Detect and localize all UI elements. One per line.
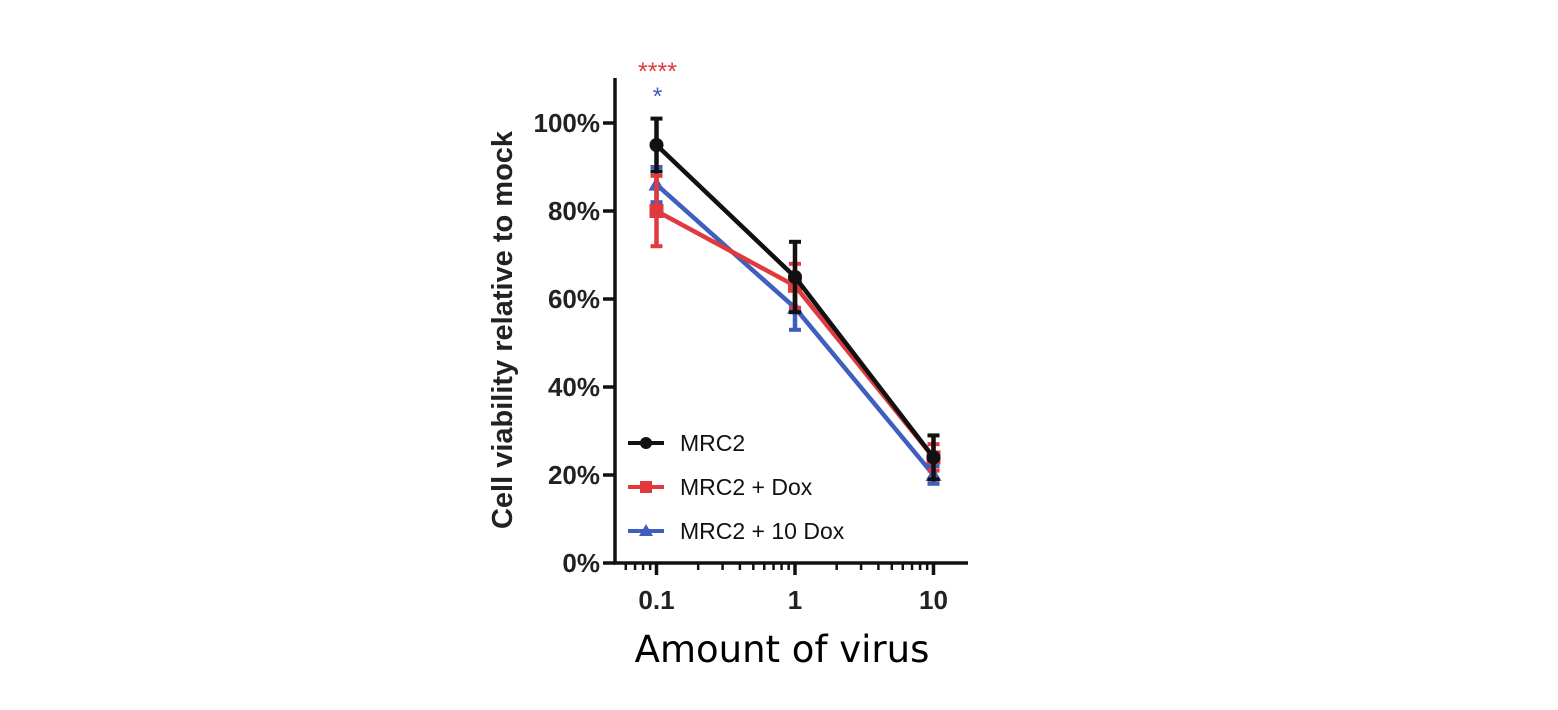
y-tick-label: 0% (562, 548, 600, 578)
y-tick-label: 80% (548, 196, 600, 226)
legend-marker-circle (640, 437, 652, 449)
legend-marker-triangle (639, 524, 653, 536)
y-tick-label: 20% (548, 460, 600, 490)
data-point (788, 270, 802, 284)
x-tick-label: 10 (919, 585, 948, 615)
data-point (926, 450, 941, 465)
significance-annotation: * (653, 83, 663, 111)
y-ticks: 0% 20% 40% 60% 80% 100% (534, 108, 615, 578)
data-point (649, 138, 664, 152)
legend-label: MRC2 (680, 430, 745, 456)
legend-entry-mrc2: MRC2 (628, 430, 745, 456)
legend-marker-square (640, 481, 652, 493)
x-tick-label: 0.1 (638, 585, 674, 615)
y-tick-label: 60% (548, 284, 600, 314)
significance-annotation: **** (638, 58, 677, 86)
x-tick-label: 1 (788, 585, 802, 615)
annotation-layer: ***** (638, 58, 677, 111)
legend-entry-mrc2-10-dox: MRC2 + 10 Dox (628, 518, 845, 544)
axes: 0% 20% 40% 60% 80% 100% 0.1 1 10 (534, 78, 968, 615)
series-layer (648, 116, 942, 486)
data-point (649, 204, 664, 218)
y-tick-label: 100% (534, 108, 601, 138)
legend-entry-mrc2-dox: MRC2 + Dox (628, 474, 813, 500)
legend-label: MRC2 + Dox (680, 474, 813, 500)
y-axis-label: Cell viability relative to mock (487, 130, 519, 529)
series-0 (649, 116, 941, 482)
legend: MRC2 MRC2 + Dox MRC2 + 10 Dox (628, 430, 845, 544)
legend-label: MRC2 + 10 Dox (680, 518, 845, 544)
x-axis-label: Amount of virus (635, 628, 930, 671)
x-ticks: 0.1 1 10 (624, 563, 948, 615)
y-tick-label: 40% (548, 372, 600, 402)
